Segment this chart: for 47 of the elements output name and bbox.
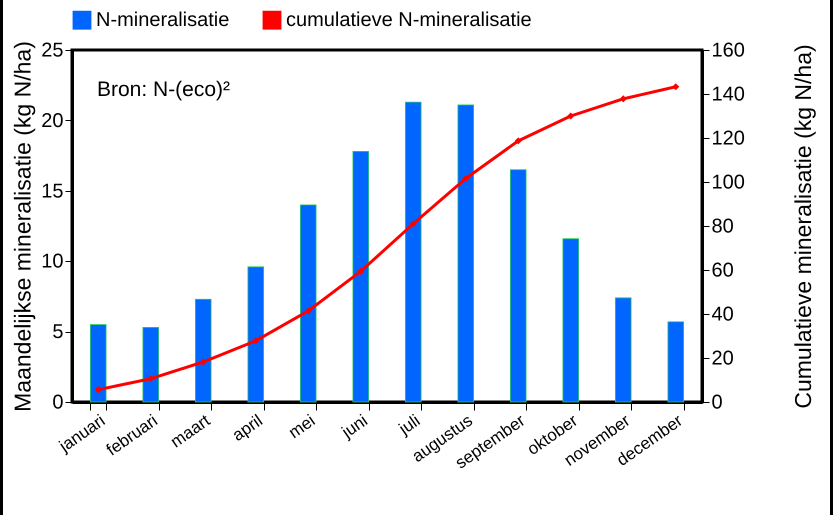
bar [142, 326, 160, 402]
y2-tick-label: 80 [712, 216, 734, 238]
bar [90, 324, 107, 402]
point [567, 112, 574, 120]
y2-tick-label: 140 [712, 84, 745, 106]
bar [510, 169, 527, 402]
annotation: Bron: N-(eco)² [97, 78, 230, 101]
bar [352, 150, 370, 402]
y2-tick-label: 20 [712, 348, 734, 370]
x-tick-label: april [228, 410, 266, 445]
legend-label: N-mineralisatie [96, 9, 230, 32]
y2-tick-label: 120 [712, 128, 745, 150]
bar [194, 298, 212, 402]
bar [667, 321, 684, 402]
bar [562, 238, 580, 402]
point [462, 174, 470, 182]
point [252, 337, 260, 344]
y2-tick-label: 60 [712, 260, 734, 282]
y2-tick-label: 0 [712, 392, 723, 414]
point [94, 386, 102, 394]
bar [457, 104, 474, 402]
bar [614, 297, 632, 402]
y-tick-label: 0 [52, 392, 64, 414]
bar [300, 204, 317, 402]
y-tick-label: 15 [41, 180, 64, 202]
point [514, 137, 522, 144]
legend-label: cumulatieve N-mineralisatie [286, 9, 532, 32]
point [147, 375, 154, 382]
y2-tick-label: 40 [712, 304, 734, 326]
point [304, 307, 312, 314]
bar [247, 266, 264, 402]
point [620, 95, 627, 102]
y-tick-label: 25 [41, 40, 64, 62]
y2-tick-label: 160 [712, 40, 745, 62]
point [672, 83, 680, 90]
y-tick-label: 5 [52, 321, 64, 344]
x-tick-label: juni [338, 410, 371, 442]
x-tick-label: mei [285, 410, 318, 442]
y-tick-label: 20 [41, 110, 64, 132]
y2-axis-title: Cumulatieve mineralisatie (kg N/ha) [790, 44, 816, 409]
point [357, 268, 364, 275]
y-tick-label: 10 [41, 250, 64, 273]
y2-tick-label: 100 [712, 172, 745, 194]
point [410, 220, 417, 228]
y-axis-title: Maandelijkse mineralisatie (kg N/ha) [9, 41, 36, 412]
bar [404, 102, 422, 402]
point [200, 358, 207, 366]
